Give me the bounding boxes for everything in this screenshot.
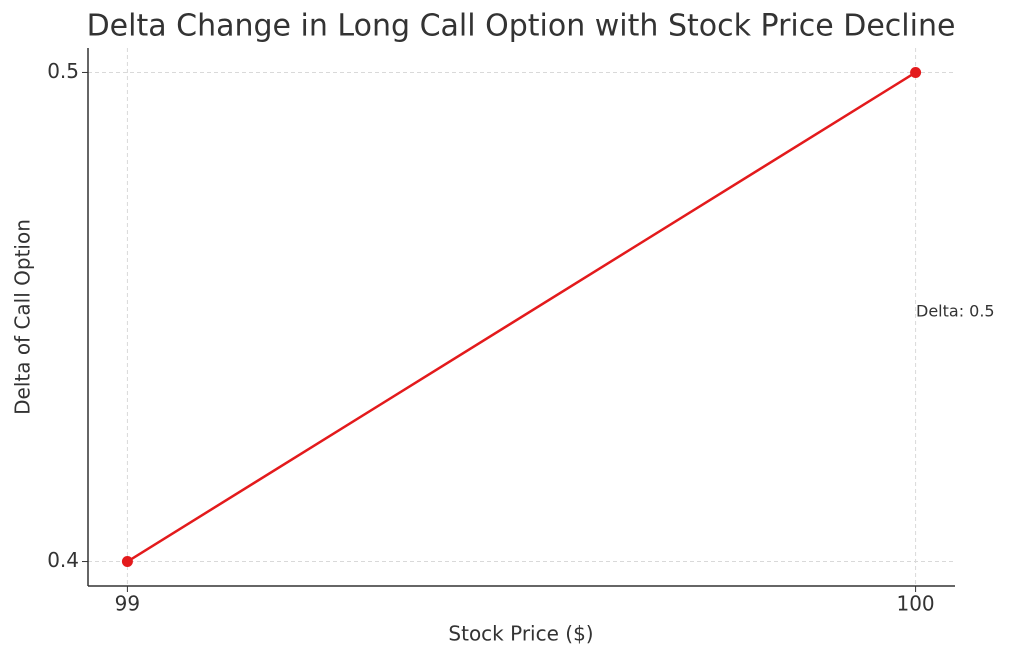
y-tick-label: 0.5 [47, 59, 79, 83]
y-axis-label: Delta of Call Option [11, 219, 35, 415]
x-tick-label: 100 [896, 592, 934, 616]
annotation: Delta: 0.5 [916, 302, 995, 321]
point [910, 66, 922, 78]
x-tick-label: 99 [115, 592, 140, 616]
chart-title: Delta Change in Long Call Option with St… [87, 9, 956, 44]
x-axis-label: Stock Price ($) [448, 622, 593, 646]
y-tick-label: 0.4 [47, 548, 79, 572]
line [126, 71, 917, 563]
point [121, 556, 133, 568]
